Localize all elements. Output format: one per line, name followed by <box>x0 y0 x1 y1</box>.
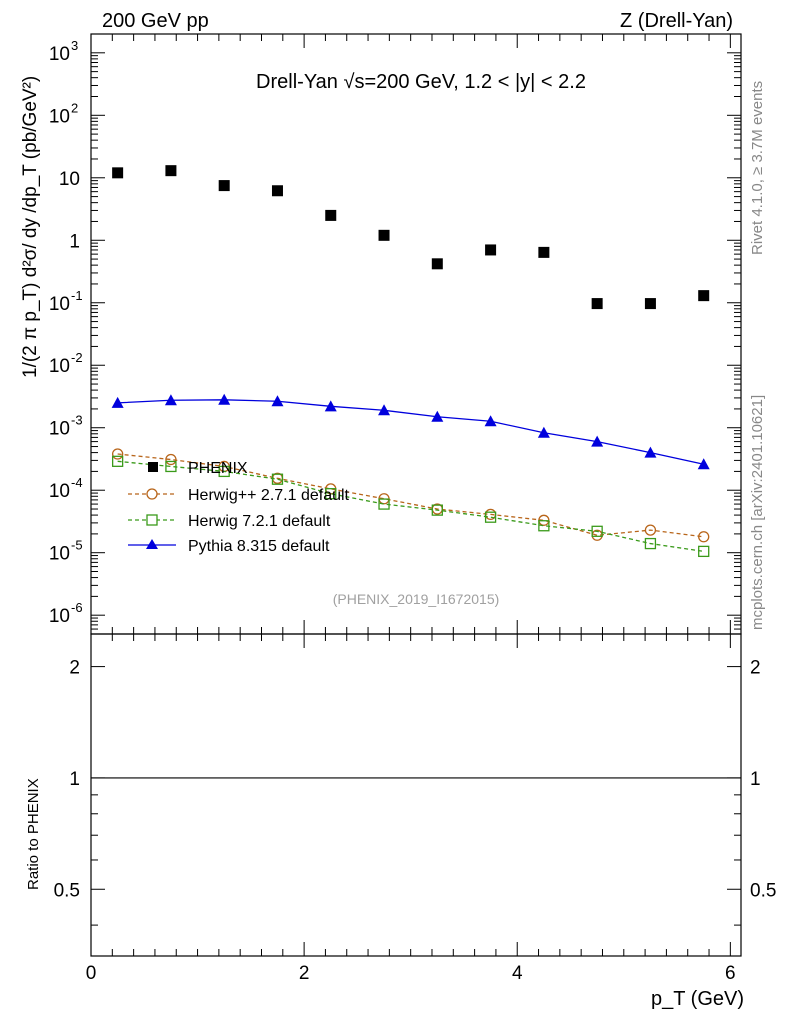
y-tick-label: 10 <box>49 356 70 377</box>
data-point-pythia <box>111 396 124 408</box>
ratio-y-axis-label: Ratio to PHENIX <box>25 778 42 890</box>
y-tick-exponent: -3 <box>71 413 83 428</box>
legend-marker-pythia <box>146 539 158 549</box>
legend-marker-phenix <box>148 462 158 472</box>
data-point-herwig7 <box>378 498 390 510</box>
y-tick-label: 10 <box>49 419 70 440</box>
y-tick-label: 10 <box>49 606 70 627</box>
data-point-herwig7 <box>644 537 657 550</box>
data-point-herwig7 <box>325 488 337 500</box>
data-point-herwigpp <box>644 524 657 536</box>
legend-item-herwigpp: Herwig++ 2.7.1 default <box>128 487 350 504</box>
data-point-pythia <box>697 458 710 470</box>
data-point-herwigpp <box>698 531 710 543</box>
data-point-pythia <box>484 415 497 427</box>
reference-id: (PHENIX_2019_I1672015) <box>333 591 500 607</box>
y-tick-label: 10 <box>49 106 70 127</box>
y-tick-exponent: -2 <box>71 350 83 365</box>
y-tick-label: 10 <box>49 44 70 65</box>
data-point-herwig7 <box>484 511 497 523</box>
data-point-phenix <box>644 298 656 310</box>
y-tick-exponent: 3 <box>71 38 78 53</box>
data-point-herwig7 <box>591 525 603 537</box>
legend-item-herwig7: Herwig 7.2.1 default <box>128 513 331 530</box>
data-point-phenix <box>378 229 390 241</box>
data-point-pythia <box>537 426 550 438</box>
data-point-phenix <box>218 180 230 192</box>
data-point-herwig7 <box>218 465 230 478</box>
data-point-pythia <box>378 404 391 416</box>
legend-label-herwigpp: Herwig++ 2.7.1 default <box>188 487 350 504</box>
y-axis-label: 1/(2 π p_T) d²σ/ dy /dp_T (pb/GeV²) <box>20 76 41 378</box>
legend-item-phenix: PHENIX <box>148 460 248 477</box>
y-tick-exponent: -4 <box>71 475 83 490</box>
ratio-tick-label: 0.5 <box>54 880 80 901</box>
x-axis-label: p_T (GeV) <box>651 988 744 1010</box>
legend-marker-herwigpp <box>146 488 158 500</box>
y-tick-label: 10 <box>49 481 70 502</box>
series-line-pythia <box>117 399 704 465</box>
header-right: Z (Drell-Yan) <box>620 10 733 32</box>
legend-label-pythia: Pythia 8.315 default <box>188 538 330 555</box>
y-tick-label: 10 <box>49 294 70 315</box>
data-point-pythia <box>218 393 231 405</box>
x-tick-label: 6 <box>725 963 736 984</box>
data-point-phenix <box>165 165 177 177</box>
ratio-plot-frame <box>90 633 742 957</box>
legend-item-pythia: Pythia 8.315 default <box>128 538 330 555</box>
chart-title: Drell-Yan √s=200 GeV, 1.2 < |y| < 2.2 <box>256 71 586 93</box>
y-tick-exponent: -1 <box>71 288 83 303</box>
data-point-herwig7 <box>698 545 710 558</box>
data-point-phenix <box>112 167 124 179</box>
ratio-tick-label: 1 <box>69 769 80 790</box>
y-tick-label: 1 <box>69 231 80 252</box>
ratio-tick-label-right: 2 <box>750 658 761 679</box>
data-point-phenix <box>485 244 497 256</box>
ratio-tick-label-right: 0.5 <box>750 880 776 901</box>
y-tick-exponent: -6 <box>71 600 83 615</box>
y-tick-exponent: 2 <box>71 100 78 115</box>
ratio-tick-label: 2 <box>69 658 80 679</box>
data-point-pythia <box>164 394 177 406</box>
header-left: 200 GeV pp <box>102 10 209 32</box>
y-tick-label: 10 <box>59 169 80 190</box>
legend-marker-herwig7 <box>146 514 158 526</box>
data-point-herwig7 <box>431 504 443 516</box>
mcplots-label: mcplots.cern.ch [arXiv:2401.10621] <box>749 395 766 630</box>
series-line-herwigpp <box>117 453 704 538</box>
legend: PHENIX Herwig++ 2.7.1 default Herwig 7.2… <box>128 460 350 555</box>
data-point-phenix <box>538 246 550 258</box>
data-point-phenix <box>591 298 603 310</box>
data-point-herwig7 <box>111 455 124 467</box>
data-point-herwig7 <box>538 520 550 532</box>
data-point-phenix <box>325 209 337 221</box>
data-point-herwigpp <box>111 448 124 460</box>
data-point-phenix <box>431 258 443 270</box>
legend-label-herwig7: Herwig 7.2.1 default <box>188 513 331 530</box>
data-point-phenix <box>271 185 283 197</box>
y-tick-exponent: -5 <box>71 538 83 553</box>
x-tick-label: 0 <box>86 963 97 984</box>
rivet-label: Rivet 4.1.0, ≥ 3.7M events <box>749 81 766 255</box>
data-point-pythia <box>644 446 657 458</box>
data-point-pythia <box>271 395 284 407</box>
legend-label-phenix: PHENIX <box>188 460 248 477</box>
x-tick-label: 2 <box>299 963 310 984</box>
data-point-herwig7 <box>271 473 284 485</box>
data-point-phenix <box>698 290 710 302</box>
data-point-pythia <box>591 435 604 447</box>
data-point-pythia <box>431 410 444 422</box>
data-point-pythia <box>324 400 337 412</box>
x-tick-label: 4 <box>512 963 523 984</box>
series-group <box>111 165 710 558</box>
data-point-herwig7 <box>165 460 177 473</box>
data-point-herwigpp <box>165 453 177 466</box>
ratio-tick-label-right: 1 <box>750 769 761 790</box>
series-line-herwig7 <box>117 460 704 553</box>
y-tick-label: 10 <box>49 544 70 565</box>
